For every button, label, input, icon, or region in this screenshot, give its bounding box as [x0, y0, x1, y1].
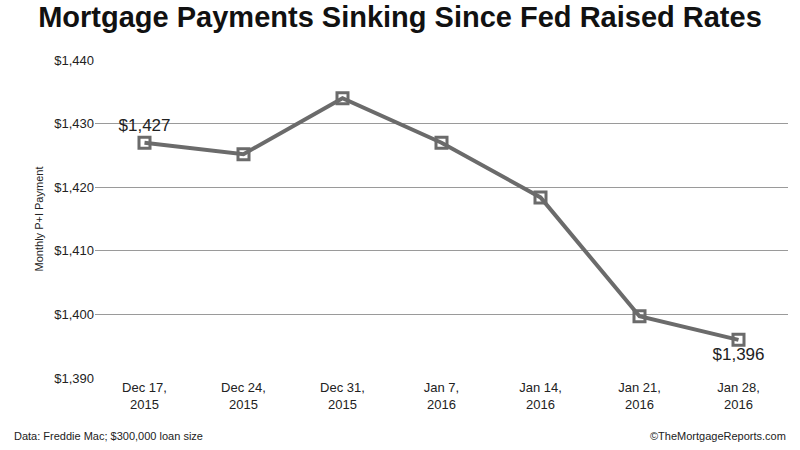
svg-text:$1,390: $1,390	[54, 371, 94, 386]
svg-text:Jan 21,2016: Jan 21,2016	[618, 380, 661, 412]
svg-text:Monthly P+I Payment: Monthly P+I Payment	[33, 167, 45, 272]
svg-text:$1,440: $1,440	[54, 53, 94, 68]
svg-text:Dec 24,2015: Dec 24,2015	[221, 380, 266, 412]
svg-text:Jan 14,2016: Jan 14,2016	[519, 380, 562, 412]
svg-text:Data: Freddie Mac; $300,000 lo: Data: Freddie Mac; $300,000 loan size	[14, 430, 203, 442]
svg-text:$1,430: $1,430	[54, 116, 94, 131]
svg-text:Dec 31,2015: Dec 31,2015	[320, 380, 365, 412]
svg-text:$1,410: $1,410	[54, 243, 94, 258]
svg-text:$1,400: $1,400	[54, 307, 94, 322]
svg-text:$1,420: $1,420	[54, 180, 94, 195]
svg-text:$1,427: $1,427	[119, 116, 171, 135]
svg-text:Dec 17,2015: Dec 17,2015	[122, 380, 167, 412]
svg-text:Mortgage Payments Sinking Sinc: Mortgage Payments Sinking Since Fed Rais…	[38, 1, 762, 33]
svg-text:$1,396: $1,396	[713, 345, 765, 364]
svg-text:Jan 28,2016: Jan 28,2016	[717, 380, 760, 412]
svg-text:©TheMortgageReports.com: ©TheMortgageReports.com	[650, 430, 786, 442]
svg-text:Jan 7,2016: Jan 7,2016	[424, 380, 459, 412]
